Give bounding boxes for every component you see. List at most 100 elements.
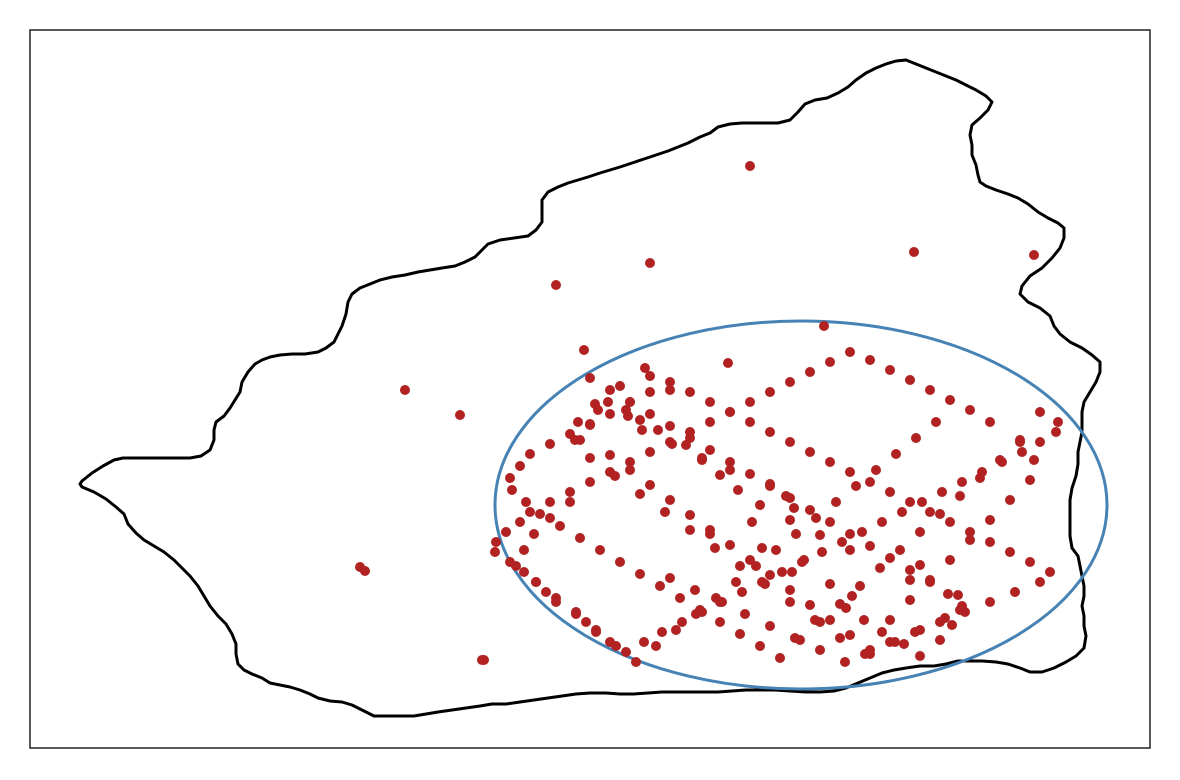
data-point — [605, 409, 615, 419]
plot-frame — [29, 29, 1151, 749]
data-point — [915, 625, 925, 635]
data-point — [885, 487, 895, 497]
data-point — [765, 427, 775, 437]
data-point — [785, 437, 795, 447]
data-point — [905, 497, 915, 507]
data-point — [697, 455, 707, 465]
data-point — [757, 543, 767, 553]
data-point — [789, 503, 799, 513]
data-point — [625, 465, 635, 475]
data-point — [785, 493, 795, 503]
data-point — [621, 405, 631, 415]
data-point — [885, 365, 895, 375]
data-point — [965, 405, 975, 415]
data-point — [790, 633, 800, 643]
data-point — [877, 517, 887, 527]
data-point — [665, 495, 675, 505]
data-point — [685, 387, 695, 397]
data-point — [723, 358, 733, 368]
data-point — [655, 581, 665, 591]
data-point — [615, 557, 625, 567]
data-point — [525, 449, 535, 459]
data-point — [645, 480, 655, 490]
data-point — [865, 541, 875, 551]
data-point — [785, 585, 795, 595]
data-point — [571, 609, 581, 619]
data-point — [805, 447, 815, 457]
data-point — [1029, 250, 1039, 260]
data-point — [551, 280, 561, 290]
data-point — [595, 545, 605, 555]
data-point — [360, 566, 370, 576]
data-point — [645, 447, 655, 457]
data-point — [985, 537, 995, 547]
data-point — [1025, 475, 1035, 485]
data-point — [511, 561, 521, 571]
data-point — [751, 561, 761, 571]
data-point — [665, 385, 675, 395]
data-point — [845, 467, 855, 477]
data-point — [877, 627, 887, 637]
data-point — [835, 599, 845, 609]
region-boundary — [78, 58, 1102, 718]
data-point — [665, 421, 675, 431]
data-point — [845, 347, 855, 357]
data-point — [917, 497, 927, 507]
data-point — [819, 321, 829, 331]
data-point — [835, 633, 845, 643]
data-point — [875, 563, 885, 573]
data-point — [785, 597, 795, 607]
data-point — [635, 489, 645, 499]
data-point — [815, 645, 825, 655]
data-point — [905, 575, 915, 585]
data-point — [1035, 437, 1045, 447]
data-point — [637, 425, 647, 435]
data-point — [610, 471, 620, 481]
data-point — [897, 507, 907, 517]
data-point — [715, 470, 725, 480]
data-point — [1029, 455, 1039, 465]
data-point — [740, 609, 750, 619]
data-point — [725, 457, 735, 467]
data-point — [735, 629, 745, 639]
data-point — [765, 621, 775, 631]
data-point — [535, 509, 545, 519]
data-point — [635, 415, 645, 425]
data-point — [811, 513, 821, 523]
data-point — [645, 371, 655, 381]
data-point — [671, 625, 681, 635]
data-point — [490, 547, 500, 557]
data-point — [985, 515, 995, 525]
data-point — [891, 449, 901, 459]
data-point — [603, 397, 613, 407]
data-point — [905, 375, 915, 385]
data-point — [810, 615, 820, 625]
data-point — [579, 345, 589, 355]
data-point — [545, 497, 555, 507]
data-point — [585, 419, 595, 429]
data-point — [1045, 567, 1055, 577]
data-point — [925, 577, 935, 587]
data-point — [890, 637, 900, 647]
data-point — [675, 593, 685, 603]
data-point — [731, 577, 741, 587]
data-point — [771, 545, 781, 555]
data-point — [885, 553, 895, 563]
data-point — [545, 513, 555, 523]
data-point — [765, 387, 775, 397]
scatter-points — [355, 161, 1063, 667]
data-point — [885, 615, 895, 625]
data-point — [531, 577, 541, 587]
data-point — [777, 567, 787, 577]
data-point — [985, 417, 995, 427]
data-point — [935, 509, 945, 519]
data-point — [705, 445, 715, 455]
data-point — [865, 649, 875, 659]
data-point — [1035, 577, 1045, 587]
data-point — [677, 617, 687, 627]
data-point — [775, 653, 785, 663]
data-point — [625, 397, 635, 407]
data-point — [590, 399, 600, 409]
data-point — [657, 627, 667, 637]
data-point — [825, 357, 835, 367]
